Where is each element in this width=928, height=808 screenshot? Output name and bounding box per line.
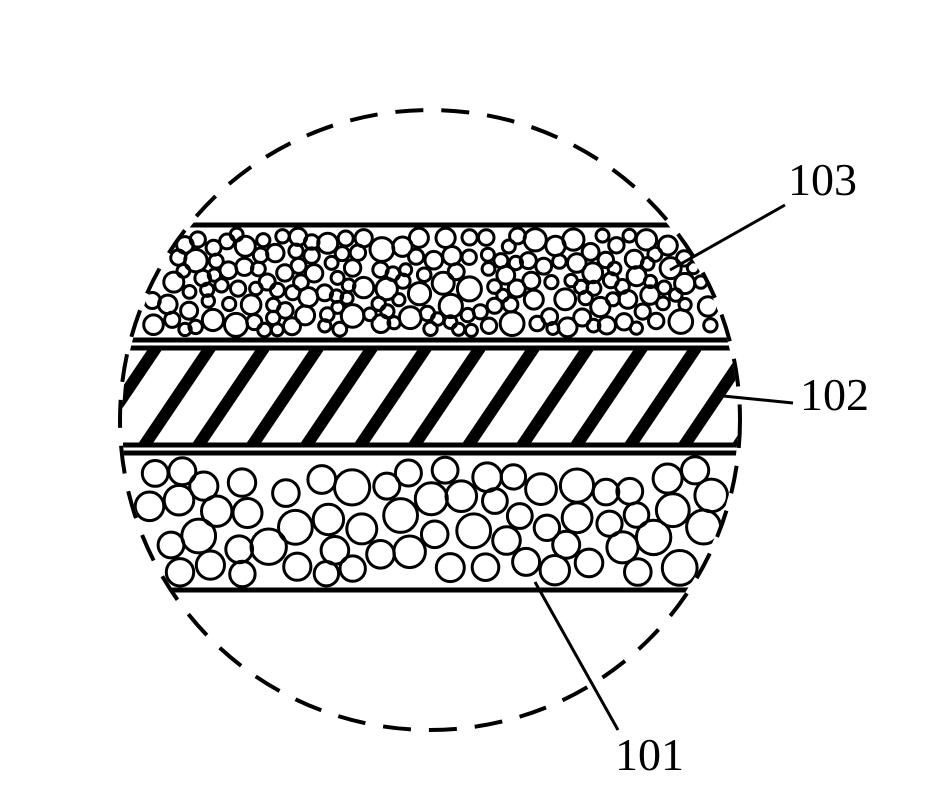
callout-label: 103 — [788, 154, 857, 205]
callout-label: 101 — [615, 729, 684, 780]
callout-label: 102 — [800, 369, 869, 420]
